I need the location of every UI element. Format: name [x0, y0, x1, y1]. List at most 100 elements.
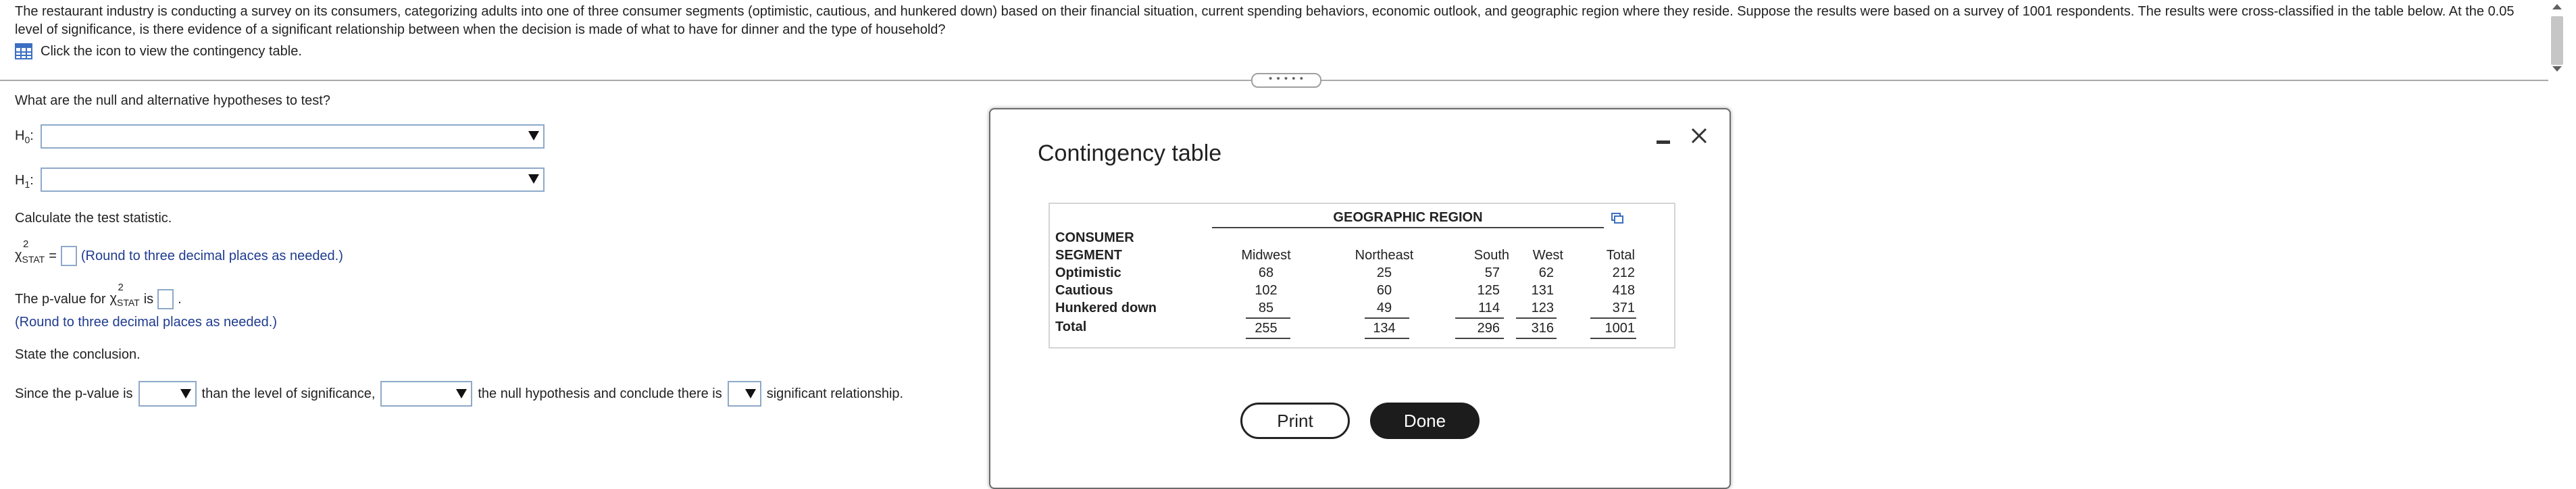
comparison-dropdown[interactable]	[138, 381, 197, 407]
table-cell: 134	[1373, 321, 1396, 336]
pane-splitter-handle[interactable]: • • • • •	[1251, 73, 1321, 88]
done-button[interactable]: Done	[1370, 403, 1480, 439]
region-header: GEOGRAPHIC REGION	[1333, 210, 1483, 225]
total-underline	[1246, 317, 1290, 319]
row-label-optimistic: Optimistic	[1055, 265, 1121, 280]
total-underline	[1455, 317, 1504, 319]
table-grid-icon[interactable]	[15, 43, 32, 59]
table-cell: 49	[1376, 301, 1392, 315]
contingency-table-link[interactable]: Click the icon to view the contingency t…	[15, 42, 302, 61]
contingency-table-dialog: Contingency table GEOGRAPHIC REGION CONS…	[989, 108, 1731, 489]
table-cell: 68	[1258, 265, 1274, 280]
col-header-total: Total	[1606, 248, 1635, 263]
chevron-down-icon[interactable]	[180, 389, 191, 398]
table-cell: 1001	[1605, 321, 1636, 336]
table-cell: 131	[1531, 283, 1554, 298]
dialog-title: Contingency table	[1038, 140, 1222, 166]
scrollbar-thumb[interactable]	[2551, 16, 2563, 65]
col-header-midwest: Midwest	[1241, 248, 1291, 263]
total-underline	[1590, 317, 1636, 319]
evidence-dropdown[interactable]	[727, 381, 761, 407]
minimize-icon[interactable]	[1657, 140, 1670, 144]
minimize-button[interactable]	[1657, 132, 1671, 147]
decision-dropdown[interactable]	[380, 381, 473, 407]
pvalue-prefix: The p-value for	[15, 291, 106, 307]
table-cell: 123	[1531, 301, 1554, 315]
segment-header-line2: SEGMENT	[1055, 248, 1122, 263]
row-label-hunkered-down: Hunkered down	[1055, 301, 1157, 315]
conclusion-row: Since the p-value is than the level of s…	[15, 381, 903, 407]
col-header-northeast: Northeast	[1355, 248, 1414, 263]
table-cell: 371	[1612, 301, 1635, 315]
test-statistic-row: χ 2 STAT = (Round to three decimal places …	[15, 238, 343, 266]
table-cell: 418	[1612, 283, 1635, 298]
close-icon[interactable]	[1689, 126, 1709, 146]
h1-subscript: 1	[24, 179, 30, 190]
prompt-scrollbar[interactable]	[2548, 0, 2567, 74]
total-bottom-underline	[1365, 338, 1409, 339]
row-label-total: Total	[1055, 319, 1087, 334]
chi-superscript: 2	[23, 238, 29, 250]
h0-colon: :	[30, 128, 34, 143]
pvalue-input[interactable]	[157, 289, 174, 309]
null-hypothesis-text: the null hypothesis and conclude there i…	[478, 386, 722, 401]
chevron-down-icon[interactable]	[744, 389, 756, 398]
table-cell: 62	[1538, 265, 1554, 280]
h0-subscript: 0	[24, 134, 30, 145]
chevron-down-icon[interactable]	[456, 389, 468, 398]
chi-square-symbol: χ 2 STAT	[15, 238, 45, 265]
chi-letter: χ	[109, 290, 118, 306]
contingency-table-link-text[interactable]: Click the icon to view the contingency t…	[41, 43, 302, 59]
table-cell: 60	[1376, 283, 1392, 298]
table-cell: 114	[1478, 301, 1500, 315]
test-statistic-input[interactable]	[60, 246, 77, 266]
copy-icon[interactable]	[1611, 211, 1624, 224]
scroll-up-icon[interactable]	[2552, 4, 2562, 9]
table-cell: 85	[1258, 301, 1274, 315]
chi-superscript: 2	[118, 281, 124, 293]
h1-letter: H	[15, 173, 25, 188]
h1-label: H1:	[15, 173, 34, 190]
table-cell: 57	[1484, 265, 1500, 280]
row-label-cautious: Cautious	[1055, 283, 1113, 298]
hypotheses-prompt: What are the null and alternative hypoth…	[15, 93, 330, 108]
total-bottom-underline	[1246, 338, 1290, 339]
region-header-underline	[1212, 227, 1604, 228]
total-bottom-underline	[1590, 338, 1636, 339]
round-hint-stat: (Round to three decimal places as needed…	[80, 248, 343, 263]
equals-sign: =	[49, 248, 57, 263]
total-underline	[1365, 317, 1409, 319]
h1-dropdown[interactable]	[41, 168, 545, 192]
pvalue-period: .	[178, 291, 182, 307]
h0-dropdown[interactable]	[41, 124, 545, 149]
h1-colon: :	[30, 173, 34, 188]
h0-letter: H	[15, 128, 25, 143]
contingency-table: GEOGRAPHIC REGION CONSUMER SEGMENT Midwe…	[1049, 203, 1675, 349]
round-hint-pvalue: (Round to three decimal places as needed…	[15, 315, 278, 330]
chi-square-symbol-pvalue: χ 2 STAT	[109, 282, 140, 308]
print-button[interactable]: Print	[1240, 403, 1350, 439]
problem-statement: The restaurant industry is conducting a …	[15, 4, 2515, 37]
segment-header-line1: CONSUMER	[1055, 230, 1134, 245]
col-header-south: South	[1473, 248, 1509, 263]
pvalue-is-text: is	[143, 291, 154, 307]
total-bottom-underline	[1455, 338, 1504, 339]
total-bottom-underline	[1516, 338, 1557, 339]
table-cell: 296	[1477, 321, 1500, 336]
stat-subscript: STAT	[22, 253, 45, 265]
than-text: than the level of significance,	[201, 386, 376, 401]
conclusion-prompt: State the conclusion.	[15, 347, 141, 362]
table-cell: 125	[1477, 283, 1500, 298]
table-cell: 102	[1255, 283, 1278, 298]
chi-letter: χ	[15, 247, 22, 263]
table-cell: 316	[1531, 321, 1554, 336]
col-header-west: West	[1532, 248, 1563, 263]
chevron-down-icon[interactable]	[528, 131, 539, 140]
table-cell: 212	[1612, 265, 1635, 280]
h0-label: H0:	[15, 128, 34, 145]
stat-subscript: STAT	[117, 297, 140, 308]
total-underline	[1516, 317, 1557, 319]
scroll-down-icon[interactable]	[2552, 66, 2562, 72]
chevron-down-icon[interactable]	[528, 174, 539, 184]
calc-prompt: Calculate the test statistic.	[15, 211, 172, 226]
